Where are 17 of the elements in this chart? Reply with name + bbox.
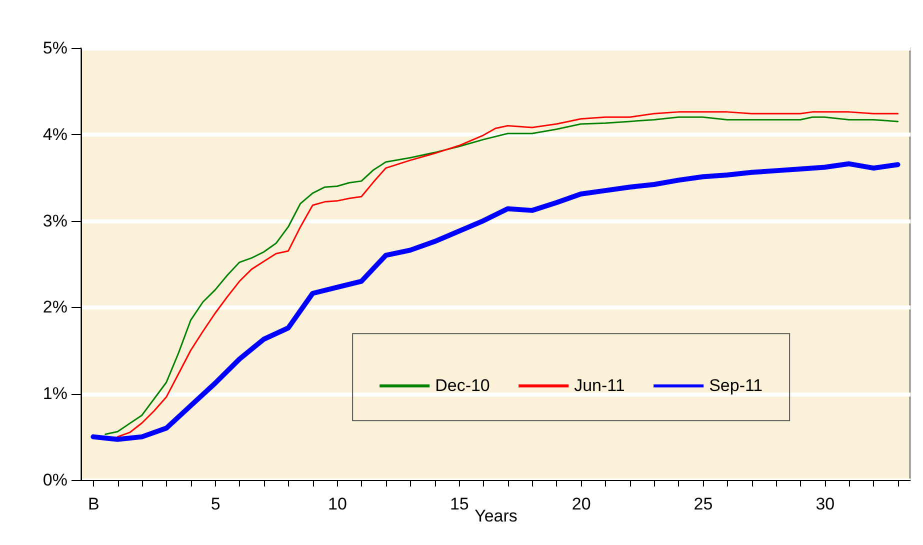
y-tick-label: 1% [42, 384, 68, 404]
x-tick-label: B [88, 494, 100, 514]
y-tick-label: 0% [42, 470, 68, 490]
x-tick-label: 30 [816, 494, 835, 514]
legend-label: Dec-10 [435, 376, 490, 395]
x-axis-title: Years [474, 506, 518, 526]
x-tick-label: 5 [210, 494, 220, 514]
x-tick-label: 15 [450, 494, 469, 514]
y-tick-label: 5% [42, 38, 68, 58]
y-tick-label: 2% [42, 298, 68, 317]
y-tick-label: 3% [42, 211, 68, 230]
y-tick-label: 4% [42, 124, 68, 144]
x-tick-label: 25 [694, 494, 713, 514]
legend-label: Jun-11 [574, 376, 625, 395]
x-tick-label: 20 [572, 494, 591, 514]
x-tick-label: 10 [328, 494, 347, 514]
legend-label: Sep-11 [709, 376, 763, 395]
